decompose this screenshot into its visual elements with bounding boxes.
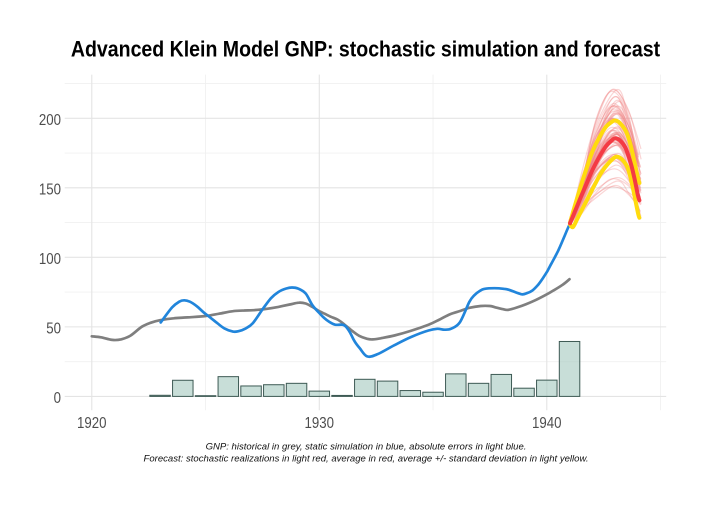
svg-text:1930: 1930 [305,415,334,432]
svg-text:100: 100 [39,251,61,268]
svg-text:1940: 1940 [532,415,561,432]
svg-text:1920: 1920 [77,415,106,432]
svg-text:50: 50 [46,321,61,338]
svg-text:Forecast: stochastic realizati: Forecast: stochastic realizations in lig… [144,453,589,464]
svg-text:Advanced Klein Model GNP: stoc: Advanced Klein Model GNP: stochastic sim… [71,37,660,61]
svg-text:GNP: historical in grey, stati: GNP: historical in grey, static simulati… [206,441,527,452]
svg-text:150: 150 [39,181,61,198]
svg-text:200: 200 [39,112,61,129]
svg-text:0: 0 [54,390,61,407]
